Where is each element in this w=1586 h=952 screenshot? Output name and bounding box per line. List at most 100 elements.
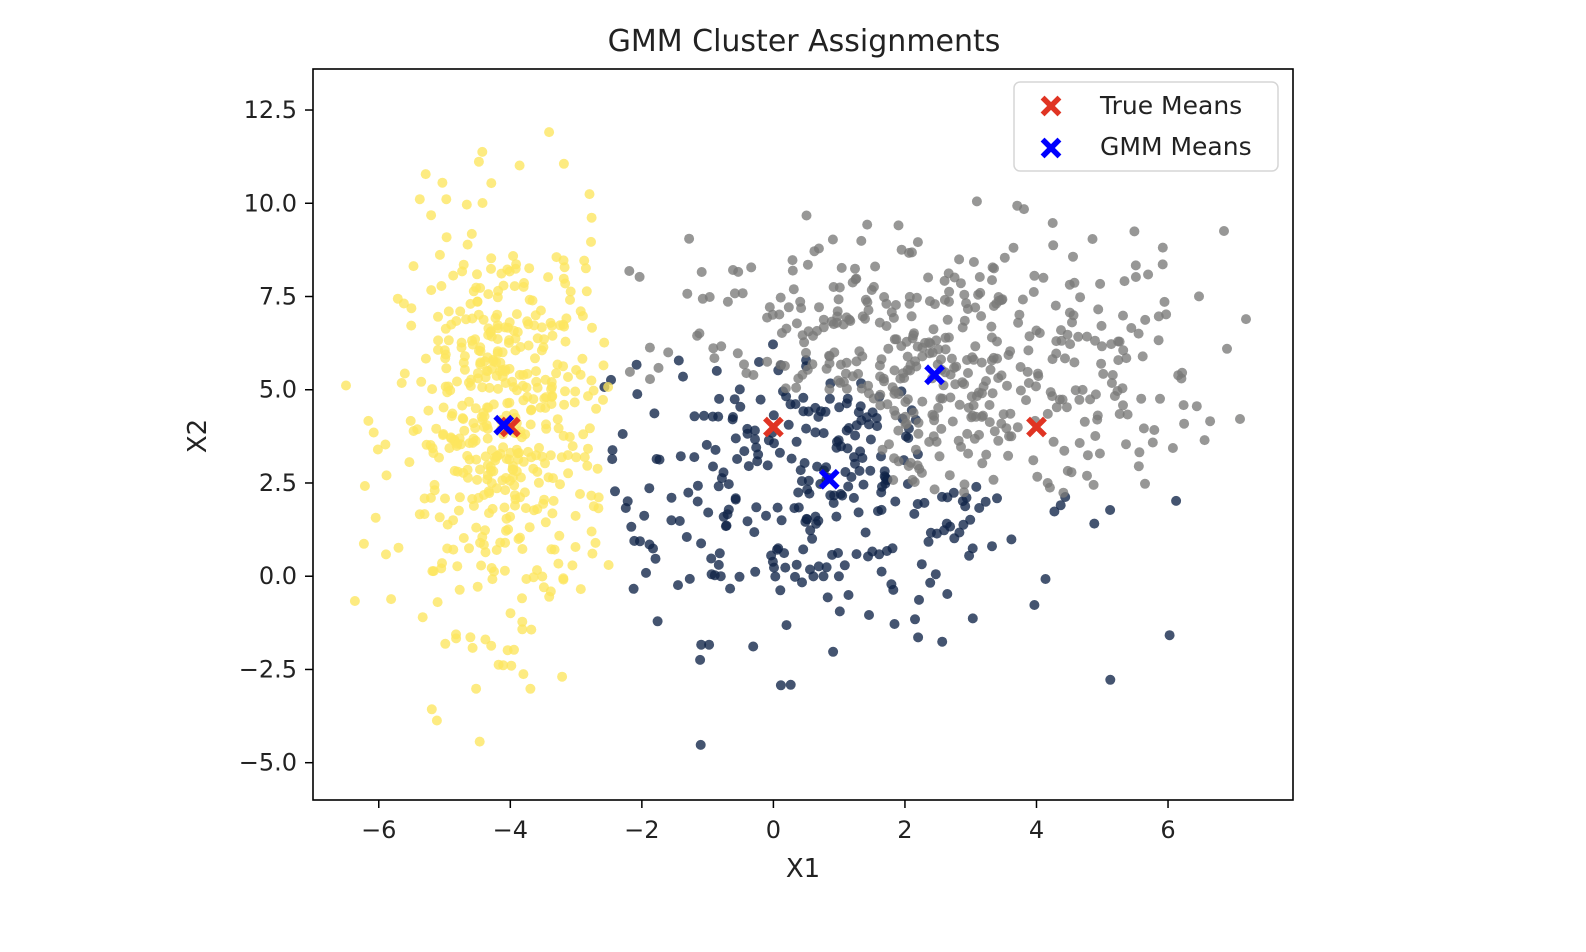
- scatter-point: [818, 428, 829, 439]
- scatter-point: [858, 479, 869, 490]
- scatter-point: [967, 613, 978, 624]
- scatter-point: [420, 353, 431, 364]
- scatter-point: [716, 473, 727, 484]
- scatter-point: [798, 392, 809, 403]
- scatter-point: [1105, 505, 1116, 515]
- scatter-point: [584, 189, 595, 200]
- scatter-point: [818, 322, 829, 333]
- scatter-point: [1105, 674, 1116, 685]
- scatter-point: [1074, 438, 1085, 448]
- scatter-point: [591, 403, 602, 414]
- scatter-point: [799, 337, 810, 348]
- scatter-point: [807, 359, 818, 370]
- scatter-point: [942, 314, 953, 325]
- scatter-point: [493, 383, 503, 394]
- scatter-point: [824, 350, 835, 361]
- scatter-point: [475, 359, 486, 370]
- scatter-point: [1051, 402, 1062, 413]
- scatter-point: [1021, 395, 1031, 406]
- scatter-point: [654, 454, 665, 465]
- scatter-point: [939, 275, 950, 286]
- scatter-point: [420, 169, 431, 180]
- scatter-point: [475, 342, 486, 353]
- scatter-point: [473, 156, 484, 167]
- scatter-point: [791, 318, 802, 329]
- scatter-point: [673, 580, 683, 591]
- scatter-point: [824, 384, 835, 395]
- scatter-point: [821, 562, 832, 573]
- legend-true-marker-stroke: [1040, 95, 1062, 117]
- scatter-point: [962, 428, 973, 439]
- scatter-point: [722, 296, 733, 307]
- scatter-point: [992, 353, 1003, 364]
- scatter-point: [445, 385, 456, 396]
- scatter-point: [722, 509, 733, 520]
- scatter-point: [1079, 416, 1090, 427]
- scatter-point: [984, 417, 995, 428]
- scatter-point: [798, 544, 809, 555]
- scatter-point: [381, 549, 391, 560]
- scatter-point: [610, 486, 620, 497]
- y-tick-label: 2.5: [259, 469, 297, 497]
- scatter-point: [543, 472, 554, 483]
- legend-gmm-marker: [1040, 137, 1062, 159]
- scatter-point: [790, 571, 800, 582]
- scatter-point: [588, 385, 599, 396]
- scatter-point: [1155, 393, 1165, 404]
- scatter-point: [737, 288, 748, 299]
- scatter-point: [559, 399, 570, 410]
- scatter-point: [532, 333, 543, 344]
- scatter-point: [874, 360, 885, 371]
- scatter-point: [987, 541, 997, 552]
- scatter-point: [684, 233, 695, 244]
- scatter-point: [533, 477, 544, 488]
- scatter-point: [1075, 292, 1086, 303]
- scatter-point: [1096, 341, 1107, 352]
- scatter-point: [971, 481, 982, 492]
- scatter-point: [482, 433, 493, 444]
- scatter-point: [434, 512, 445, 523]
- scatter-point: [783, 419, 794, 430]
- scatter-point: [607, 445, 618, 456]
- scatter-point: [515, 492, 525, 503]
- scatter-point: [1082, 450, 1093, 461]
- scatter-point: [912, 460, 923, 471]
- legend-marker-gmm-means: [1040, 137, 1062, 159]
- scatter-point: [906, 311, 917, 322]
- scatter-point: [532, 466, 543, 477]
- scatter-point: [774, 447, 785, 458]
- x-axis-label: X1: [786, 854, 820, 884]
- scatter-point: [916, 559, 927, 570]
- scatter-point: [505, 608, 516, 619]
- scatter-point: [781, 620, 792, 631]
- scatter-point: [537, 571, 548, 582]
- scatter-point: [535, 305, 546, 316]
- scatter-point: [645, 374, 655, 385]
- scatter-point: [527, 295, 538, 306]
- scatter-point: [558, 158, 569, 169]
- scatter-point: [1068, 251, 1078, 262]
- scatter-point: [518, 395, 529, 406]
- scatter-point: [502, 398, 513, 409]
- plot-area: [313, 69, 1293, 800]
- scatter-point: [440, 349, 451, 360]
- scatter-point: [775, 680, 786, 691]
- scatter-point: [821, 363, 832, 374]
- scatter-point: [557, 671, 568, 682]
- scatter-point: [924, 436, 935, 447]
- x-tick-label: −6: [361, 816, 396, 844]
- scatter-point: [392, 293, 403, 304]
- scatter-point: [775, 585, 786, 596]
- scatter-point: [617, 429, 628, 439]
- true-mean-marker: [1026, 416, 1047, 438]
- scatter-point: [1096, 358, 1107, 369]
- scatter-point: [582, 460, 593, 471]
- scatter-point: [959, 289, 970, 300]
- scatter-point: [531, 376, 542, 387]
- scatter-point: [477, 382, 488, 393]
- legend: True Means GMM Means: [1013, 81, 1279, 172]
- scatter-point: [592, 463, 603, 474]
- scatter-point: [603, 382, 614, 392]
- scatter-point: [925, 577, 936, 588]
- scatter-point: [603, 560, 614, 570]
